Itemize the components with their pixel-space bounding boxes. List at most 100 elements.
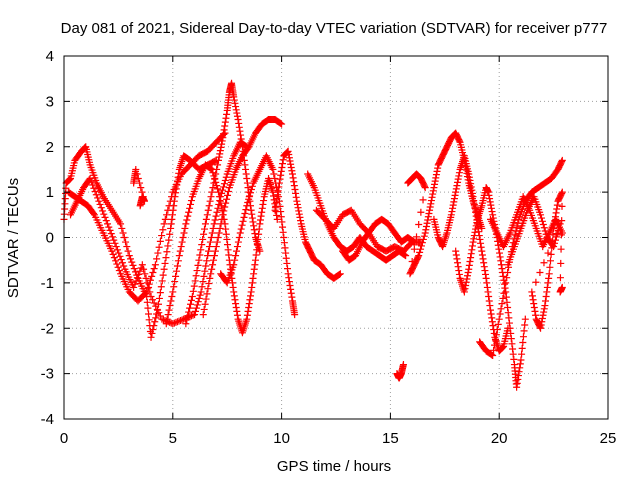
data-point-plus [163,315,171,323]
data-point-plus [469,193,477,201]
data-point-plus [222,230,230,238]
data-point-plus [199,278,207,286]
data-point-plus [205,243,213,251]
data-point-plus [544,279,552,287]
data-point-plus [137,184,145,192]
data-point-plus [246,192,254,200]
data-point-plus [195,294,203,302]
data-point-plus [480,263,488,271]
data-point-plus [251,230,259,238]
data-point-plus [284,147,292,155]
data-points [60,79,566,391]
data-point-plus [429,187,437,195]
data-point-plus [432,171,440,179]
y-tick-label: -1 [41,275,54,292]
data-point-plus [498,300,506,308]
data-point-plus [478,224,486,232]
data-point-plus [217,220,225,228]
data-point-plus [289,174,297,182]
data-point-plus [184,212,192,220]
data-point-plus [496,249,504,257]
data-point-plus [419,235,427,243]
data-point-plus [250,270,258,278]
data-point-plus [233,311,241,319]
data-point-plus [196,251,204,259]
data-point-plus [236,127,244,135]
data-point-plus [277,208,285,216]
data-point-plus [219,186,227,194]
data-point-plus [202,295,210,303]
data-point-plus [256,247,264,255]
data-point-plus [278,163,286,171]
data-point-plus [110,254,118,262]
data-point-plus [211,247,219,255]
data-point-plus [255,230,263,238]
data-point-plus [521,321,529,329]
data-point-plus [159,271,167,279]
data-point-plus [432,174,440,182]
data-point-plus [178,238,186,246]
data-point-plus [248,283,256,291]
data-point-plus [465,265,473,273]
data-point-plus [235,234,243,241]
data-point-plus [543,288,551,296]
data-point-plus [242,170,250,178]
data-point-plus [158,232,166,240]
data-point-plus [221,129,229,137]
data-point-plus [180,315,188,323]
data-point-plus [455,270,463,278]
series-trace-c [67,138,251,328]
data-point-plus [177,243,185,251]
data-point-plus [532,278,540,286]
data-point-plus [165,306,173,314]
data-point-plus [494,320,502,328]
data-point-plus [251,256,259,264]
data-point-plus [491,336,499,344]
data-point-plus [455,172,463,180]
data-point-plus [551,217,559,225]
data-point-plus [293,197,301,205]
data-point-plus [160,220,168,228]
data-point-plus [460,288,468,296]
data-point-plus [269,165,277,173]
data-point-plus [470,235,478,243]
data-point-plus [292,189,300,197]
y-axis-label: SDTVAR / TECUs [5,178,22,298]
data-point-plus [467,254,475,262]
data-point-plus [417,245,425,253]
data-point-plus [248,210,256,218]
data-point-plus [544,249,552,257]
data-point-plus [89,181,97,189]
data-point-plus [208,188,216,196]
data-point-plus [193,301,201,309]
data-point-plus [224,246,232,254]
data-point-plus [504,269,512,277]
data-point-plus [498,344,506,352]
data-point-plus [250,222,258,230]
data-point-plus [161,259,169,267]
data-point-plus [207,234,215,241]
data-point-plus [177,316,185,324]
data-point-plus [258,208,266,216]
data-point-plus [187,300,195,308]
data-point-plus [450,195,458,203]
data-point-plus [200,272,208,280]
data-point-plus [286,281,294,289]
data-point-plus [239,217,247,225]
data-point-plus [243,175,251,183]
data-point-plus [255,225,263,233]
data-point-plus [553,205,561,213]
data-point-plus [256,216,264,224]
data-point-plus [235,123,243,131]
data-point-plus [187,296,195,304]
data-point-plus [191,311,199,319]
data-point-plus [251,261,259,269]
data-point-plus [531,307,539,315]
data-point-plus [118,224,126,232]
data-point-plus [399,361,407,369]
data-point-plus [147,333,155,341]
data-point-plus [212,243,220,251]
data-point-plus [222,199,230,207]
data-point-plus [249,274,257,282]
data-point-plus [150,322,158,330]
